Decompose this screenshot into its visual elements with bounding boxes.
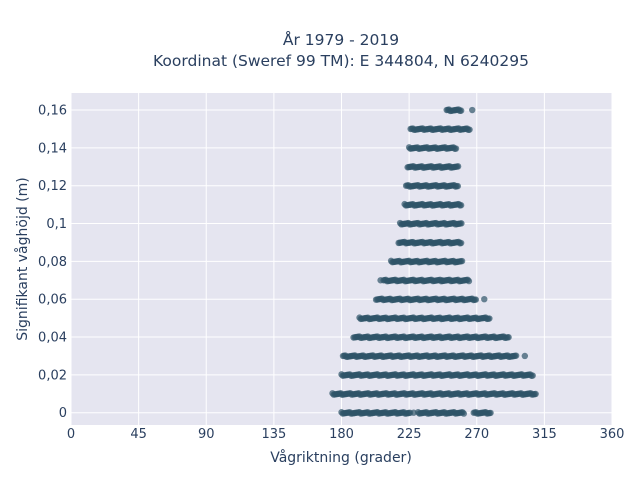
data-point: [457, 202, 465, 209]
x-tick-label: 225: [397, 427, 422, 442]
x-axis-label: Vågriktning (grader): [270, 449, 412, 466]
data-points: [329, 106, 539, 417]
y-tick-label: 0,02: [38, 368, 67, 383]
data-point: [457, 239, 465, 247]
y-tick-label: 0,12: [38, 179, 67, 194]
data-point: [469, 106, 476, 114]
data-point: [410, 409, 417, 416]
chart-title-line2: Koordinat (Sweref 99 TM): E 344804, N 62…: [153, 52, 529, 70]
chart-title-line1: År 1979 - 2019: [283, 30, 399, 49]
data-point: [529, 372, 536, 379]
data-point: [512, 352, 520, 359]
x-tick-labels: 0 45 90 135 180 225 270 315 360: [67, 427, 625, 442]
y-tick-label: 0,08: [38, 255, 67, 270]
y-tick-label: 0,06: [38, 293, 67, 308]
x-tick-label: 315: [532, 427, 557, 442]
y-tick-labels: 0 0,02 0,04 0,06 0,08 0,1 0,12 0,14 0,16: [38, 104, 67, 422]
data-point: [452, 145, 460, 152]
data-point: [458, 257, 466, 265]
data-point: [505, 334, 512, 341]
y-tick-label: 0,04: [38, 331, 67, 346]
x-tick-label: 0: [67, 427, 75, 442]
x-tick-label: 90: [198, 427, 215, 442]
data-point: [521, 352, 529, 360]
data-point: [486, 315, 493, 322]
x-tick-label: 180: [329, 427, 354, 442]
y-tick-label: 0,1: [46, 217, 67, 232]
data-point: [377, 277, 384, 284]
data-point: [472, 296, 480, 303]
x-tick-label: 270: [464, 427, 489, 442]
data-point: [460, 410, 468, 417]
data-point: [457, 107, 465, 114]
data-point: [458, 220, 465, 227]
data-point: [465, 277, 473, 285]
x-tick-label: 135: [261, 427, 286, 442]
data-point: [454, 182, 462, 190]
data-point: [438, 277, 446, 284]
y-axis-label: Signifikant våghöjd (m): [14, 177, 31, 340]
data-point: [532, 390, 539, 398]
y-tick-label: 0,16: [38, 104, 67, 119]
y-tick-label: 0,14: [38, 141, 67, 156]
data-point: [487, 409, 494, 417]
x-tick-label: 360: [600, 427, 625, 442]
data-point: [481, 295, 488, 303]
data-point: [454, 163, 462, 170]
y-tick-label: 0: [59, 406, 67, 421]
data-point: [466, 126, 473, 133]
x-tick-label: 45: [130, 427, 147, 442]
